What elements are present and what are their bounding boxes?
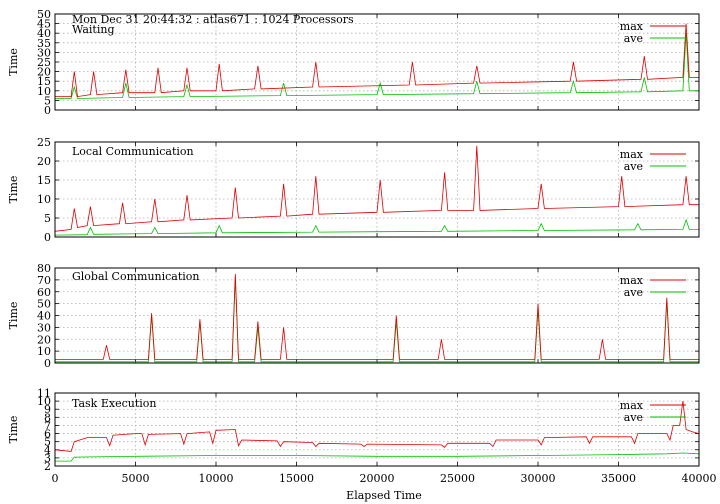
series-max-line [55,23,699,98]
x-tick-label: 15000 [279,472,314,485]
y-tick-label: 0 [44,231,51,244]
x-tick-label: 5000 [122,472,150,485]
y-tick-label: 45 [37,18,51,31]
x-tick-label: 35000 [601,472,636,485]
y-tick-label: 30 [37,46,51,59]
y-tick-label: 6 [44,428,51,441]
y-tick-label: 0 [44,357,51,370]
legend-label: ave [624,411,643,424]
series-max-line [54,401,700,452]
y-tick-label: 25 [37,56,51,69]
y-tick-label: 60 [37,286,51,299]
y-tick-label: 10 [37,395,51,408]
y-tick-label: 8 [44,411,51,424]
y-tick-label: 0 [44,104,51,117]
y-tick-label: 9 [44,403,51,416]
plot-frame [54,267,700,364]
series-ave-line [55,452,700,462]
legend-label: ave [624,160,643,173]
x-axis-label: Elapsed Time [346,489,422,502]
y-tick-label: 11 [37,387,51,400]
panel-title: Task Execution [72,397,156,410]
legend-label: ave [624,32,643,45]
legend-label: max [620,20,644,33]
y-tick-label: 20 [37,333,51,346]
y-tick-label: 2 [44,460,51,473]
y-tick-label: 10 [37,85,51,98]
panel-title: Waiting [72,23,115,36]
y-tick-label: 40 [37,310,51,323]
y-axis-label: Time [7,48,20,76]
y-tick-label: 7 [44,419,51,432]
series-ave-line [55,277,699,363]
y-axis-label: Time [7,416,20,444]
y-tick-label: 4 [44,444,51,457]
y-tick-label: 3 [44,452,51,465]
y-tick-label: 20 [37,155,51,168]
x-tick-label: 40000 [682,472,717,485]
y-tick-label: 10 [37,345,51,358]
panel-title: Global Communication [72,270,200,283]
y-tick-label: 35 [37,37,51,50]
figure-header: Mon Dec 31 20:44:32 : atlas671 : 1024 Pr… [72,13,354,26]
y-tick-label: 20 [37,66,51,79]
x-tick-label: 20000 [360,472,395,485]
y-tick-label: 50 [37,8,51,21]
plot-frame [54,141,700,238]
y-tick-label: 5 [44,94,51,107]
x-tick-label: 25000 [440,472,475,485]
legend-label: max [620,399,644,412]
y-tick-label: 40 [37,27,51,40]
series-max-line [55,273,699,360]
legend-label: max [620,148,644,161]
y-tick-label: 5 [44,436,51,449]
y-tick-label: 25 [37,136,51,149]
plot-frame [54,13,700,111]
panel-title: Local Communication [72,145,194,158]
legend-label: ave [624,286,643,299]
plot-frame [54,392,700,467]
y-axis-label: Time [7,176,20,204]
y-tick-label: 15 [37,75,51,88]
x-tick-label: 0 [52,472,59,485]
y-axis-label: Time [7,302,20,330]
x-tick-label: 10000 [199,472,234,485]
y-tick-label: 50 [37,298,51,311]
y-tick-label: 80 [37,262,51,275]
y-tick-label: 5 [44,212,51,225]
series-ave-line [55,33,699,99]
y-tick-label: 30 [37,321,51,334]
y-tick-label: 15 [37,174,51,187]
y-tick-label: 10 [37,193,51,206]
series-ave-line [54,218,699,236]
panels: 05101520253035404550WaitingTimemaxave051… [7,8,717,485]
x-tick-label: 30000 [521,472,556,485]
legend-label: max [620,274,644,287]
y-tick-label: 70 [37,274,51,287]
series-max-line [54,145,699,232]
